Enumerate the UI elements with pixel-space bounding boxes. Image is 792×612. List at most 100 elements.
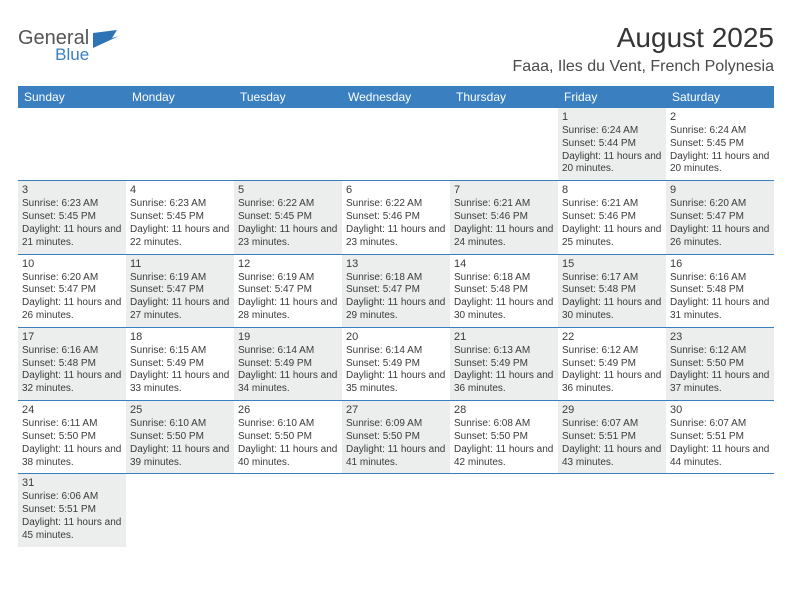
- calendar-cell-empty: [558, 474, 666, 546]
- sunset-label: Sunset: 5:46 PM: [346, 211, 446, 224]
- sunrise-label: Sunrise: 6:14 AM: [346, 345, 446, 358]
- sunrise-label: Sunrise: 6:13 AM: [454, 345, 554, 358]
- sunset-label: Sunset: 5:47 PM: [130, 284, 230, 297]
- calendar-week: 10Sunrise: 6:20 AMSunset: 5:47 PMDayligh…: [18, 255, 774, 328]
- calendar-cell: 1Sunrise: 6:24 AMSunset: 5:44 PMDaylight…: [558, 108, 666, 180]
- sunrise-label: Sunrise: 6:06 AM: [22, 491, 122, 504]
- calendar-week: 31Sunrise: 6:06 AMSunset: 5:51 PMDayligh…: [18, 474, 774, 546]
- sunrise-label: Sunrise: 6:18 AM: [454, 272, 554, 285]
- sunset-label: Sunset: 5:47 PM: [238, 284, 338, 297]
- sunrise-label: Sunrise: 6:14 AM: [238, 345, 338, 358]
- calendar-cell: 17Sunrise: 6:16 AMSunset: 5:48 PMDayligh…: [18, 328, 126, 400]
- daylight-label: Daylight: 11 hours and 35 minutes.: [346, 370, 446, 396]
- weekday-label: Saturday: [666, 86, 774, 108]
- sunrise-label: Sunrise: 6:18 AM: [346, 272, 446, 285]
- sunset-label: Sunset: 5:48 PM: [454, 284, 554, 297]
- calendar-cell: 29Sunrise: 6:07 AMSunset: 5:51 PMDayligh…: [558, 401, 666, 473]
- calendar-cell-empty: [126, 474, 234, 546]
- daylight-label: Daylight: 11 hours and 40 minutes.: [238, 444, 338, 470]
- calendar-cell: 18Sunrise: 6:15 AMSunset: 5:49 PMDayligh…: [126, 328, 234, 400]
- daylight-label: Daylight: 11 hours and 34 minutes.: [238, 370, 338, 396]
- daylight-label: Daylight: 11 hours and 39 minutes.: [130, 444, 230, 470]
- sunset-label: Sunset: 5:49 PM: [346, 358, 446, 371]
- daylight-label: Daylight: 11 hours and 26 minutes.: [670, 224, 770, 250]
- calendar-cell: 27Sunrise: 6:09 AMSunset: 5:50 PMDayligh…: [342, 401, 450, 473]
- weekday-header: SundayMondayTuesdayWednesdayThursdayFrid…: [18, 86, 774, 108]
- sunset-label: Sunset: 5:47 PM: [670, 211, 770, 224]
- calendar-cell-empty: [666, 474, 774, 546]
- calendar-cell: 2Sunrise: 6:24 AMSunset: 5:45 PMDaylight…: [666, 108, 774, 180]
- calendar-cell: 30Sunrise: 6:07 AMSunset: 5:51 PMDayligh…: [666, 401, 774, 473]
- calendar-cell: 8Sunrise: 6:21 AMSunset: 5:46 PMDaylight…: [558, 181, 666, 253]
- sunset-label: Sunset: 5:45 PM: [22, 211, 122, 224]
- day-number: 6: [346, 183, 446, 197]
- sunset-label: Sunset: 5:49 PM: [454, 358, 554, 371]
- sunset-label: Sunset: 5:45 PM: [130, 211, 230, 224]
- sunset-label: Sunset: 5:50 PM: [346, 431, 446, 444]
- sunrise-label: Sunrise: 6:19 AM: [130, 272, 230, 285]
- day-number: 8: [562, 183, 662, 197]
- sunrise-label: Sunrise: 6:11 AM: [22, 418, 122, 431]
- day-number: 5: [238, 183, 338, 197]
- day-number: 12: [238, 257, 338, 271]
- day-number: 23: [670, 330, 770, 344]
- flag-icon: [93, 30, 121, 50]
- calendar-cell-empty: [234, 108, 342, 180]
- calendar-cell-empty: [342, 108, 450, 180]
- daylight-label: Daylight: 11 hours and 23 minutes.: [238, 224, 338, 250]
- weekday-label: Sunday: [18, 86, 126, 108]
- sunrise-label: Sunrise: 6:10 AM: [238, 418, 338, 431]
- sunrise-label: Sunrise: 6:16 AM: [22, 345, 122, 358]
- sunrise-label: Sunrise: 6:21 AM: [562, 198, 662, 211]
- calendar-cell: 5Sunrise: 6:22 AMSunset: 5:45 PMDaylight…: [234, 181, 342, 253]
- sunset-label: Sunset: 5:50 PM: [22, 431, 122, 444]
- logo-text: General Blue: [18, 28, 89, 63]
- daylight-label: Daylight: 11 hours and 20 minutes.: [562, 151, 662, 177]
- sunrise-label: Sunrise: 6:12 AM: [562, 345, 662, 358]
- day-number: 16: [670, 257, 770, 271]
- daylight-label: Daylight: 11 hours and 33 minutes.: [130, 370, 230, 396]
- day-number: 21: [454, 330, 554, 344]
- calendar-cell: 16Sunrise: 6:16 AMSunset: 5:48 PMDayligh…: [666, 255, 774, 327]
- sunset-label: Sunset: 5:49 PM: [562, 358, 662, 371]
- calendar-cell: 9Sunrise: 6:20 AMSunset: 5:47 PMDaylight…: [666, 181, 774, 253]
- sunset-label: Sunset: 5:45 PM: [670, 138, 770, 151]
- day-number: 10: [22, 257, 122, 271]
- sunrise-label: Sunrise: 6:16 AM: [670, 272, 770, 285]
- calendar-cell: 22Sunrise: 6:12 AMSunset: 5:49 PMDayligh…: [558, 328, 666, 400]
- sunrise-label: Sunrise: 6:23 AM: [130, 198, 230, 211]
- calendar-cell: 20Sunrise: 6:14 AMSunset: 5:49 PMDayligh…: [342, 328, 450, 400]
- sunrise-label: Sunrise: 6:24 AM: [562, 125, 662, 138]
- day-number: 20: [346, 330, 446, 344]
- sunrise-label: Sunrise: 6:22 AM: [346, 198, 446, 211]
- sunset-label: Sunset: 5:47 PM: [346, 284, 446, 297]
- sunrise-label: Sunrise: 6:20 AM: [670, 198, 770, 211]
- daylight-label: Daylight: 11 hours and 20 minutes.: [670, 151, 770, 177]
- daylight-label: Daylight: 11 hours and 26 minutes.: [22, 297, 122, 323]
- title-block: August 2025 Faaa, Iles du Vent, French P…: [513, 22, 774, 76]
- sunset-label: Sunset: 5:51 PM: [562, 431, 662, 444]
- day-number: 17: [22, 330, 122, 344]
- sunrise-label: Sunrise: 6:15 AM: [130, 345, 230, 358]
- day-number: 4: [130, 183, 230, 197]
- daylight-label: Daylight: 11 hours and 27 minutes.: [130, 297, 230, 323]
- day-number: 2: [670, 110, 770, 124]
- daylight-label: Daylight: 11 hours and 42 minutes.: [454, 444, 554, 470]
- daylight-label: Daylight: 11 hours and 25 minutes.: [562, 224, 662, 250]
- weekday-label: Thursday: [450, 86, 558, 108]
- sunrise-label: Sunrise: 6:08 AM: [454, 418, 554, 431]
- calendar-page: General Blue August 2025 Faaa, Iles du V…: [0, 0, 792, 557]
- daylight-label: Daylight: 11 hours and 28 minutes.: [238, 297, 338, 323]
- calendar-cell: 3Sunrise: 6:23 AMSunset: 5:45 PMDaylight…: [18, 181, 126, 253]
- calendar-cell: 7Sunrise: 6:21 AMSunset: 5:46 PMDaylight…: [450, 181, 558, 253]
- sunset-label: Sunset: 5:49 PM: [130, 358, 230, 371]
- sunset-label: Sunset: 5:50 PM: [454, 431, 554, 444]
- daylight-label: Daylight: 11 hours and 24 minutes.: [454, 224, 554, 250]
- day-number: 11: [130, 257, 230, 271]
- day-number: 1: [562, 110, 662, 124]
- calendar-cell: 31Sunrise: 6:06 AMSunset: 5:51 PMDayligh…: [18, 474, 126, 546]
- daylight-label: Daylight: 11 hours and 43 minutes.: [562, 444, 662, 470]
- sunrise-label: Sunrise: 6:07 AM: [562, 418, 662, 431]
- location-label: Faaa, Iles du Vent, French Polynesia: [513, 58, 774, 76]
- sunrise-label: Sunrise: 6:07 AM: [670, 418, 770, 431]
